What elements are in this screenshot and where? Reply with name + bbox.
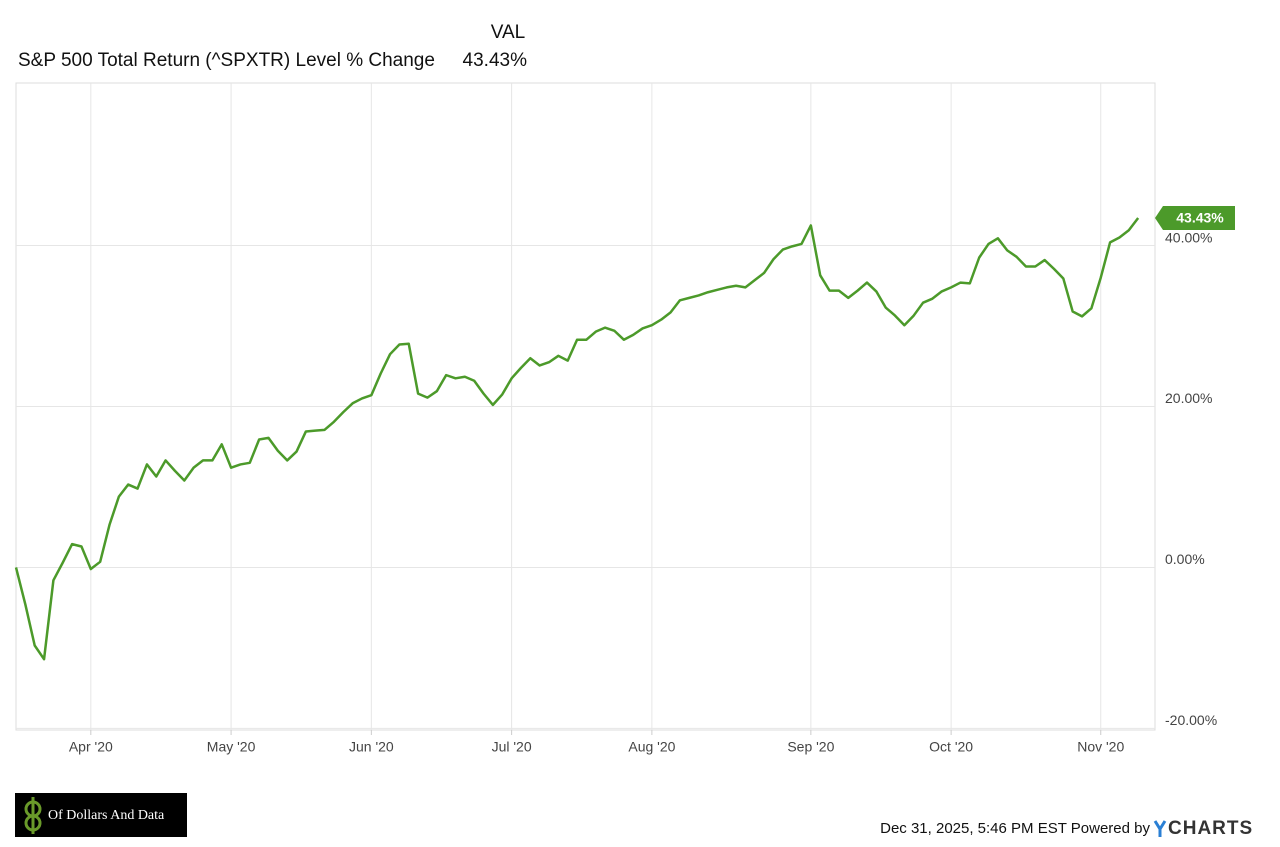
ycharts-logo: CHARTS: [1168, 818, 1253, 839]
timestamp: Dec 31, 2025, 5:46 PM EST Powered by: [880, 820, 1150, 837]
brand-logo: Of Dollars And Data: [15, 793, 187, 837]
x-tick-label: Jun '20: [349, 739, 394, 755]
x-tick-label: Jul '20: [492, 739, 532, 755]
series-line: [14, 217, 1140, 661]
y-tick-label: 40.00%: [1165, 229, 1212, 245]
ycharts-logo-mark: [1153, 820, 1167, 837]
grid: [16, 83, 1155, 730]
column-header: VAL: [491, 22, 526, 43]
x-tick-label: Apr '20: [69, 739, 113, 755]
y-tick-label: -20.00%: [1165, 712, 1217, 728]
x-tick-label: Sep '20: [787, 739, 834, 755]
x-tick-label: Oct '20: [929, 739, 973, 755]
legend-value: 43.43%: [463, 50, 528, 71]
x-tick-label: Aug '20: [628, 739, 675, 755]
legend-series-name: S&P 500 Total Return (^SPXTR) Level % Ch…: [18, 50, 435, 71]
x-tick-label: May '20: [207, 739, 256, 755]
y-tick-label: 0.00%: [1165, 551, 1205, 567]
x-tick-label: Nov '20: [1077, 739, 1124, 755]
end-label: 43.43%: [1176, 210, 1224, 226]
brand-text: Of Dollars And Data: [48, 808, 165, 823]
y-tick-label: 20.00%: [1165, 390, 1212, 406]
end-flag: [1155, 205, 1235, 230]
brand-box: [15, 793, 187, 837]
